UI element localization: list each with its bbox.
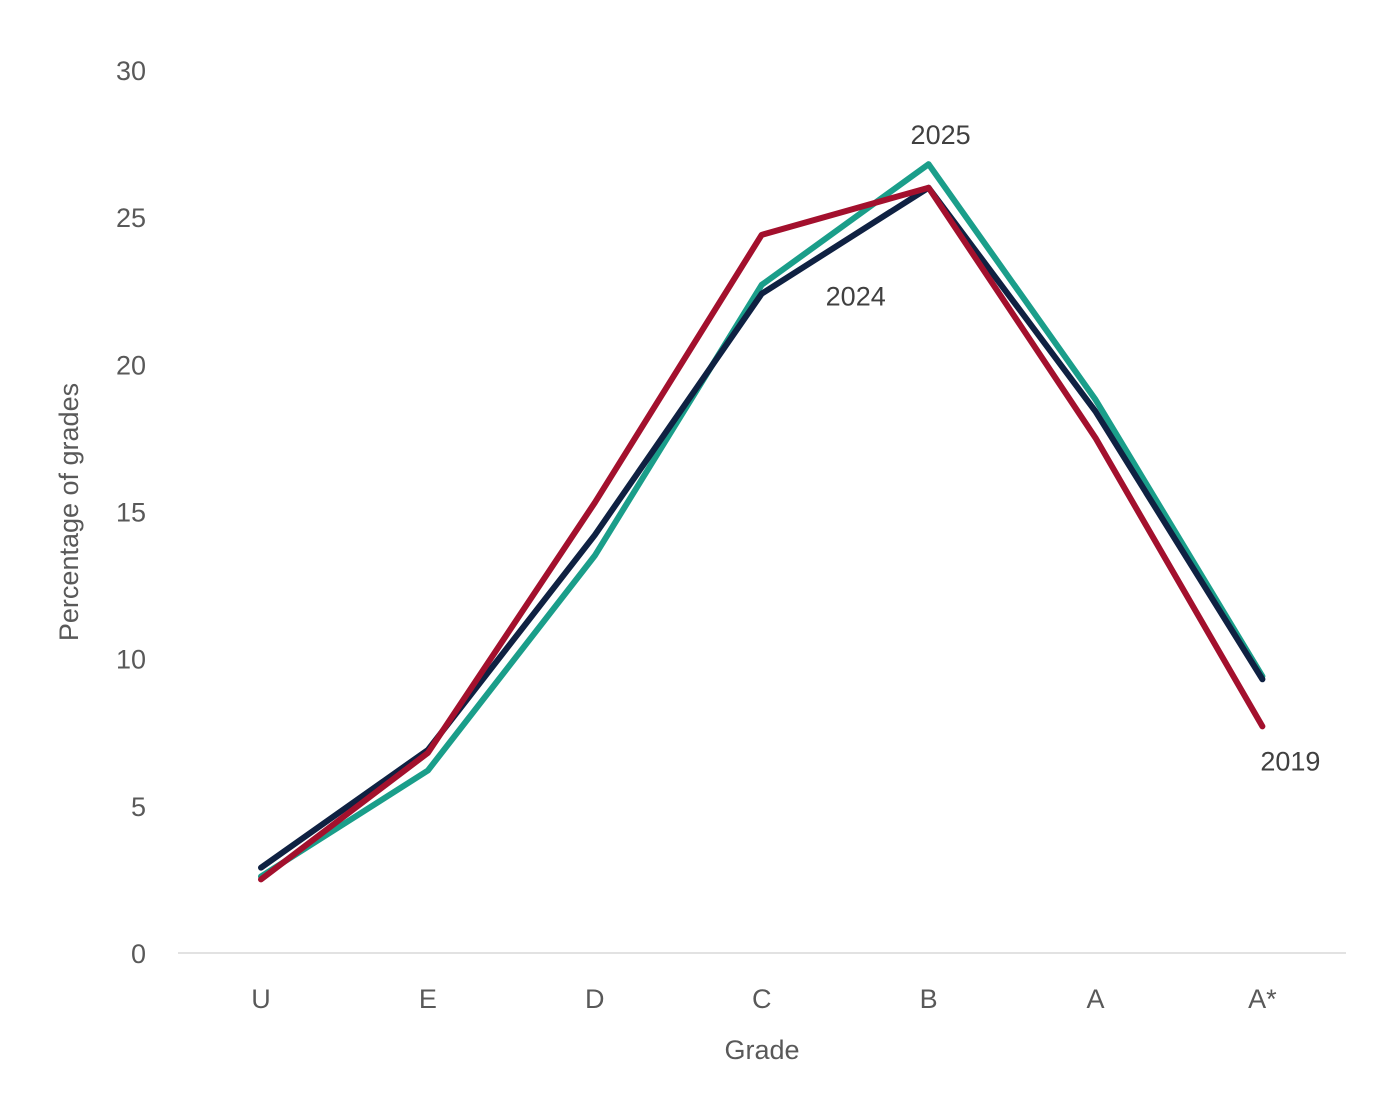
- series-label-2025: 2025: [911, 120, 971, 150]
- x-tick-label: A: [1086, 984, 1104, 1014]
- x-tick-label: E: [419, 984, 437, 1014]
- y-tick-label: 20: [116, 350, 146, 380]
- x-axis-tick-labels: U E D C B A A*: [251, 984, 1277, 1014]
- x-tick-label: C: [752, 984, 772, 1014]
- y-tick-label: 30: [116, 56, 146, 86]
- y-tick-label: 10: [116, 645, 146, 675]
- series-lines: [258, 161, 1266, 883]
- x-tick-label: B: [920, 984, 938, 1014]
- series-line-2019: [258, 184, 1266, 883]
- x-tick-label: A*: [1248, 984, 1277, 1014]
- series-label-2019: 2019: [1260, 746, 1320, 776]
- y-axis-tick-labels: 0 5 10 15 20 25 30: [116, 56, 146, 969]
- x-axis-title: Grade: [724, 1035, 799, 1065]
- y-tick-label: 0: [131, 939, 146, 969]
- y-axis-title: Percentage of grades: [54, 383, 84, 641]
- series-labels: 2025 2024 2019: [826, 120, 1321, 776]
- y-tick-label: 25: [116, 203, 146, 233]
- x-tick-label: U: [251, 984, 271, 1014]
- series-label-2024: 2024: [826, 282, 886, 312]
- series-line-2025: [258, 161, 1266, 880]
- x-tick-label: D: [585, 984, 605, 1014]
- y-tick-label: 15: [116, 498, 146, 528]
- y-tick-label: 5: [131, 792, 146, 822]
